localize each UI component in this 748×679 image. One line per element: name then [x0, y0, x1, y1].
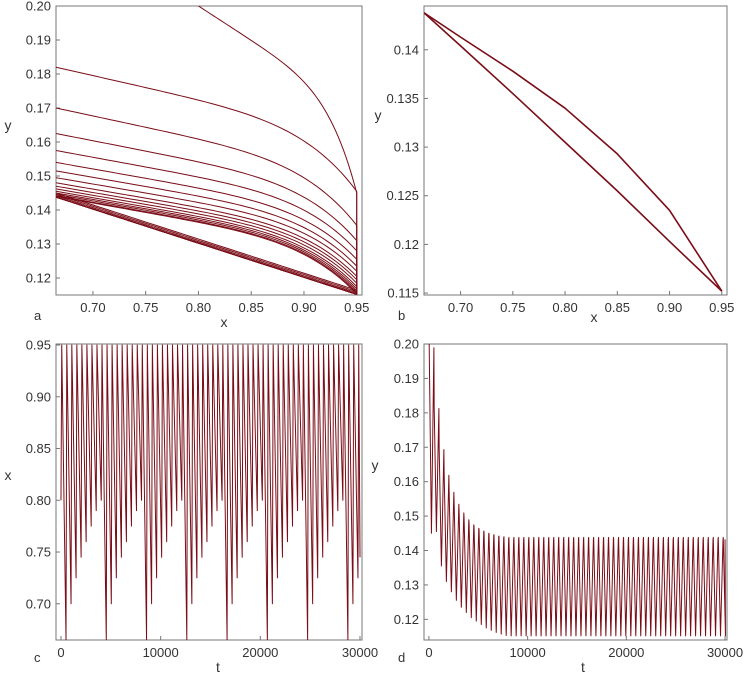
x-tick-label: 0: [425, 645, 432, 660]
y-tick-label: 0.125: [386, 188, 419, 203]
x-axis-label: t: [581, 659, 585, 675]
y-tick-label: 0.90: [26, 389, 51, 404]
y-axis-label: y: [375, 107, 382, 123]
y-tick-label: 0.14: [394, 543, 419, 558]
x-tick-label: 0.90: [291, 300, 316, 315]
x-tick-label: 0.80: [552, 300, 577, 315]
y-tick-label: 0.18: [394, 405, 419, 420]
trajectory-line: [56, 185, 358, 295]
trajectory-line: [56, 195, 358, 295]
y-tick-label: 0.13: [394, 577, 419, 592]
plot-frame: [423, 5, 728, 296]
x-tick-label: 20000: [608, 645, 644, 660]
y-tick-label: 0.17: [394, 440, 419, 455]
x-tick-label: 0.95: [344, 300, 369, 315]
panel-d: 0 10000 20000 30000 0.12 0.13 0.14 0.15 0.16 0.17…: [372, 337, 744, 676]
series-group: [56, 6, 358, 295]
return-branch-line: [56, 195, 357, 294]
y-axis-label: y: [5, 117, 12, 133]
panel-letter: d: [398, 650, 405, 665]
panel-letter: b: [398, 308, 405, 323]
x-tick-label: 30000: [342, 645, 378, 660]
x-tick-label: 0.85: [239, 300, 264, 315]
trajectory-line: [56, 133, 358, 295]
y-tick-label: 0.95: [26, 338, 51, 353]
y-tick-label: 0.13: [394, 140, 419, 155]
x-tick-label: 0.70: [80, 300, 105, 315]
plot-frame: [55, 343, 363, 641]
x-axis-label: x: [221, 314, 228, 330]
return-branch-line: [56, 196, 357, 295]
x-tick-label: 0.90: [657, 300, 682, 315]
trajectory-line: [56, 188, 358, 295]
y-tick-label: 0.75: [26, 545, 51, 560]
trajectory-line: [56, 161, 358, 295]
return-branch-line: [56, 192, 357, 291]
x-tick-label: 0.75: [133, 300, 158, 315]
trajectory-line: [56, 107, 358, 295]
limit-cycle-upper-branch: [424, 12, 723, 292]
panel-a: 0.70 0.75 0.80 0.85 0.90 0.95 0.12 0.13 0.14 0.15…: [5, 0, 370, 330]
x-tick-label: 30000: [707, 645, 743, 660]
x-tick-label: 0: [57, 645, 64, 660]
x-axis-label: x: [591, 309, 598, 325]
trajectory-line: [198, 6, 358, 295]
panel-b: 0.70 0.75 0.80 0.85 0.90 0.95 0.115 0.12 0.125 0.…: [375, 5, 734, 325]
x-tick-label: 0.70: [448, 300, 473, 315]
y-tick-label: 0.20: [26, 0, 51, 14]
panel-letter: c: [34, 650, 41, 665]
trajectory-line: [56, 170, 358, 295]
y-tick-label: 0.17: [26, 101, 51, 116]
y-tick-label: 0.80: [26, 493, 51, 508]
y-tick-label: 0.85: [26, 441, 51, 456]
y-tick-label: 0.70: [26, 596, 51, 611]
x-axis-label: t: [216, 659, 220, 675]
trajectory-line: [56, 190, 358, 295]
series-group: [424, 12, 723, 292]
trajectory-line: [56, 192, 358, 295]
x-time-series: [60, 344, 361, 640]
trajectory-line: [56, 177, 358, 295]
y-tick-label: 0.12: [26, 271, 51, 286]
series-group: [428, 344, 726, 637]
x-tick-label: 10000: [143, 645, 179, 660]
trajectory-line: [56, 195, 358, 295]
x-tick-label: 0.95: [709, 300, 734, 315]
y-tick-label: 0.20: [394, 337, 419, 352]
y-time-series: [428, 344, 726, 637]
y-tick-label: 0.14: [26, 203, 51, 218]
trajectory-line: [56, 150, 358, 295]
x-tick-label: 0.85: [605, 300, 630, 315]
y-tick-label: 0.16: [394, 474, 419, 489]
limit-cycle-lower-branch: [424, 12, 723, 292]
panel-letter: a: [34, 308, 42, 323]
trajectory-line: [56, 193, 358, 295]
x-tick-label: 10000: [510, 645, 546, 660]
y-tick-label: 0.16: [26, 135, 51, 150]
y-tick-label: 0.135: [386, 91, 419, 106]
y-axis-label: x: [5, 467, 12, 483]
y-tick-label: 0.18: [26, 67, 51, 82]
y-tick-label: 0.12: [394, 237, 419, 252]
y-axis-label: y: [372, 457, 379, 473]
y-tick-label: 0.14: [394, 42, 419, 57]
trajectory-line: [56, 182, 358, 295]
series-group: [60, 344, 361, 640]
y-tick-label: 0.15: [26, 169, 51, 184]
x-tick-label: 0.75: [500, 300, 525, 315]
x-tick-label: 0.80: [186, 300, 211, 315]
y-tick-label: 0.13: [26, 237, 51, 252]
y-tick-label: 0.19: [26, 33, 51, 48]
y-tick-label: 0.19: [394, 371, 419, 386]
plot-frame: [423, 343, 728, 641]
y-tick-label: 0.115: [387, 286, 419, 301]
y-tick-label: 0.15: [394, 509, 419, 524]
panel-c: 0 10000 20000 30000 0.70 0.75 0.80 0.85 0.90 0.95…: [5, 338, 379, 675]
y-tick-label: 0.12: [394, 612, 419, 627]
trajectory-line: [56, 66, 358, 295]
x-tick-label: 20000: [242, 645, 278, 660]
return-branch-line: [56, 193, 357, 293]
